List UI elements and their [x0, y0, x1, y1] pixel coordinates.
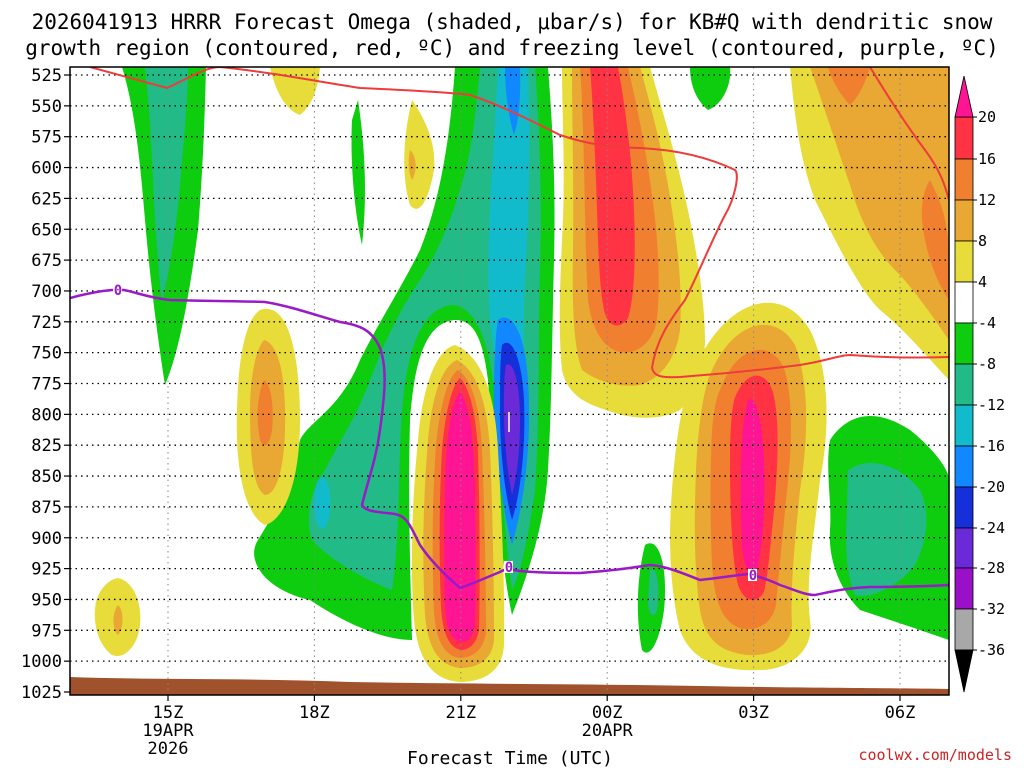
y-tick-label-550: 550: [31, 97, 62, 117]
colorbar-label--32: -32: [978, 600, 1005, 618]
plot-frame: [69, 66, 950, 696]
ground-surface: [70, 677, 949, 695]
omega-fill-small-teal-blob: [648, 569, 659, 616]
omega-fill-small-yellow-spike: [404, 100, 435, 209]
x-tick-label-15Z: 15Z: [153, 703, 184, 723]
freezing-level-line: [70, 288, 949, 597]
y-tick-label-900: 900: [31, 529, 62, 549]
x-tick-label-00Z: 00Z: [592, 703, 623, 723]
colorbar-label-4: 4: [978, 273, 987, 291]
x-tick-sublabel-00Z-0: 20APR: [582, 721, 634, 741]
colorbar-segment-4_8: [954, 240, 974, 283]
colorbar-label--8: -8: [978, 355, 996, 373]
colorbar-segment-m4_4: [954, 281, 974, 324]
horizontal-grid-lines: [70, 74, 949, 662]
omega-fill-upper-red: [590, 67, 635, 326]
colorbar-label--12: -12: [978, 396, 1005, 414]
colorbar-label--4: -4: [978, 314, 996, 332]
colorbar-segment-m8_m4: [954, 322, 974, 365]
y-tick-label-650: 650: [31, 220, 62, 240]
x-axis-title: Forecast Time (UTC): [407, 748, 613, 768]
y-tick-label-525: 525: [31, 66, 62, 86]
colorbar-segment-m32_m28: [954, 567, 974, 610]
colorbar: 20 16 12 8 4 -4 -8 -12 -16 -20 -24 -28 -32 -36: [954, 75, 1005, 693]
colorbar-label-8: 8: [978, 232, 987, 250]
y-tick-label-825: 825: [31, 436, 62, 456]
colorbar-segment-16_20: [954, 116, 974, 160]
y-tick-label-775: 775: [31, 375, 62, 395]
x-tick-label-06Z: 06Z: [885, 703, 916, 723]
colorbar-segment-8_12: [954, 199, 974, 242]
colorbar-label-20: 20: [978, 108, 996, 126]
colorbar-label--36: -36: [978, 641, 1005, 659]
dendritic-contour-right: [869, 67, 949, 201]
y-tick-label-1000: 1000: [21, 652, 62, 672]
dendritic-growth-contours: [89, 67, 949, 379]
x-tick-label-18Z: 18Z: [299, 703, 330, 723]
y-tick-label-850: 850: [31, 467, 62, 487]
plot-area: 0 0 0: [69, 66, 950, 696]
colorbar-segment-m36_m32: [954, 608, 974, 651]
freezing-label-bg-2: [504, 561, 513, 573]
y-tick-label-1025: 1025: [21, 683, 62, 703]
colorbar-segment-m16_m12: [954, 404, 974, 447]
omega-fill-upper-blue: [505, 67, 521, 135]
y-tick-label-625: 625: [31, 189, 62, 209]
colorbar-bottom-arrow: [954, 649, 974, 693]
omega-fill-left-plume-core: [145, 67, 188, 300]
freezing-level-label-2: 0: [505, 560, 513, 576]
freezing-level-labels: 0 0 0: [113, 283, 757, 584]
chart-title-line-2: growth region (contoured, red, ºC) and f…: [25, 36, 999, 60]
x-tick-label-03Z: 03Z: [738, 703, 769, 723]
y-tick-label-925: 925: [31, 560, 62, 580]
omega-fill-small-orange-spike: [408, 150, 416, 180]
colorbar-label--24: -24: [978, 519, 1005, 537]
omega-fill-top-right-green: [690, 67, 731, 110]
y-tick-label-725: 725: [31, 313, 62, 333]
colorbar-top-arrow: [954, 75, 974, 118]
y-tick-label-700: 700: [31, 282, 62, 302]
colorbar-label--28: -28: [978, 559, 1005, 577]
y-tick-label-575: 575: [31, 128, 62, 148]
freezing-level-label-3: 0: [749, 568, 757, 584]
x-tick-label-21Z: 21Z: [445, 703, 476, 723]
colorbar-label--16: -16: [978, 437, 1005, 455]
y-tick-label-800: 800: [31, 405, 62, 425]
colorbar-label--20: -20: [978, 478, 1005, 496]
dendritic-contour-upper: [89, 67, 949, 379]
y-axis-pressure-labels: 525 550 575 600 625 650 675 700 725 750 775 800 825 8…: [21, 66, 70, 703]
omega-fill-top-right-darkorange: [828, 67, 949, 300]
colorbar-segment-m24_m20: [954, 486, 974, 529]
credit-text: coolwx.com/models: [858, 746, 1012, 764]
colorbar-segment-12_16: [954, 158, 974, 201]
freezing-level-contour: 0 0 0: [70, 283, 949, 597]
colorbar-segment-m20_m16: [954, 445, 974, 488]
colorbar-label-12: 12: [978, 191, 996, 209]
y-tick-label-875: 875: [31, 498, 62, 518]
freezing-label-bg-1: [113, 284, 122, 296]
y-tick-label-675: 675: [31, 251, 62, 271]
x-tick-sublabel-15Z-1: 2026: [148, 739, 189, 759]
omega-fill-lower-right-pink-core: [740, 399, 765, 576]
y-tick-label-975: 975: [31, 621, 62, 641]
omega-fill-bottom-left-orange: [113, 605, 123, 635]
omega-fill-purple-core: [504, 364, 520, 495]
omega-fill-small-cyan: [313, 477, 331, 529]
freezing-label-bg-3: [748, 569, 757, 581]
colorbar-segment-m28_m24: [954, 527, 974, 569]
y-tick-label-750: 750: [31, 344, 62, 364]
vertical-grid-lines: [167, 67, 901, 695]
colorbar-label-16: 16: [978, 150, 996, 168]
freezing-level-label-1: 0: [114, 283, 122, 299]
x-tick-sublabel-15Z-0: 19APR: [142, 721, 194, 741]
colorbar-segment-m12_m8: [954, 363, 974, 406]
chart-title-line-1: 2026041913 HRRR Forecast Omega (shaded, …: [32, 10, 993, 34]
y-tick-label-600: 600: [31, 159, 62, 179]
y-tick-label-950: 950: [31, 590, 62, 610]
omega-fill-right-teal: [845, 462, 927, 596]
omega-fill-left-darkorange-blob: [257, 380, 273, 446]
omega-fill-central-pink-core: [444, 392, 476, 642]
